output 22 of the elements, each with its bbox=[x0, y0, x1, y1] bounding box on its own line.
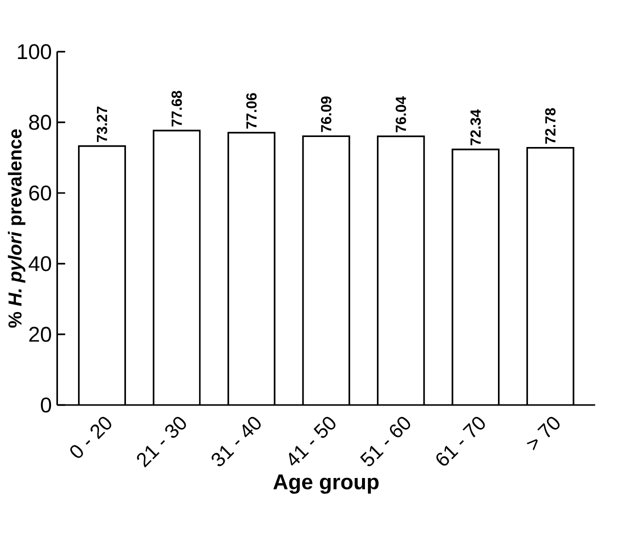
x-tick-label: 31 - 40 bbox=[212, 416, 261, 466]
x-tick-label: 21 - 30 bbox=[137, 416, 186, 468]
y-axis-title: % H. pylori prevalence bbox=[8, 129, 26, 328]
x-tick-label: 0 - 20 bbox=[70, 416, 112, 458]
y-tick-label: 0 bbox=[40, 397, 52, 413]
y-tick-label: 60 bbox=[29, 185, 52, 201]
data-label: 77.06 bbox=[246, 93, 257, 129]
y-tick-label: 100 bbox=[18, 44, 52, 60]
y-tick-label: 20 bbox=[29, 326, 52, 342]
x-tick-label: > 70 bbox=[526, 416, 560, 450]
data-label: 77.68 bbox=[172, 90, 182, 126]
x-tick-label: 61 - 70 bbox=[436, 416, 485, 466]
data-label: 72.34 bbox=[470, 109, 481, 146]
x-tick-label: 41 - 50 bbox=[288, 416, 336, 466]
data-label: 73.27 bbox=[96, 106, 108, 142]
x-axis-title: Age group bbox=[273, 474, 379, 494]
x-tick-label: 51 - 60 bbox=[360, 416, 410, 466]
data-label: 76.04 bbox=[396, 96, 406, 132]
data-label: 72.78 bbox=[545, 108, 556, 144]
y-tick-label: 80 bbox=[29, 114, 52, 130]
y-tick-label: 40 bbox=[28, 256, 52, 272]
data-label: 76.09 bbox=[320, 96, 332, 132]
